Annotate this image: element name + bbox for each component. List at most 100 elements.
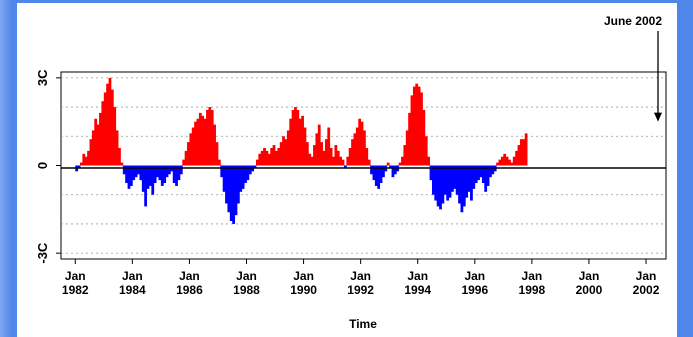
anomaly-bar bbox=[182, 159, 186, 166]
anomaly-bar bbox=[315, 133, 319, 166]
anomaly-bar bbox=[451, 165, 454, 192]
anomaly-bar bbox=[160, 165, 164, 186]
anomaly-bar bbox=[301, 115, 304, 166]
anomaly-bar bbox=[405, 130, 409, 166]
anomaly-bar bbox=[91, 130, 95, 166]
arrow-head-icon bbox=[654, 112, 663, 122]
anomaly-bar bbox=[272, 145, 276, 166]
anomaly-bar bbox=[355, 127, 359, 166]
x-tick-year: 1984 bbox=[119, 283, 146, 297]
anomaly-bar bbox=[441, 165, 445, 204]
anomaly-bar bbox=[322, 150, 326, 166]
anomaly-bar bbox=[196, 118, 200, 166]
anomaly-bar bbox=[379, 165, 383, 184]
anomaly-bar bbox=[179, 165, 183, 175]
anomaly-bar bbox=[144, 165, 148, 207]
anomaly-bar bbox=[260, 150, 264, 166]
enso-anomaly-chart: 3C0-3C Jan1982Jan1984Jan1986Jan1988Jan19… bbox=[35, 14, 667, 331]
annotation-label: June 2002 bbox=[604, 14, 662, 28]
anomaly-bar bbox=[168, 165, 171, 175]
anomaly-bar bbox=[289, 118, 293, 166]
anomaly-bar bbox=[263, 147, 266, 166]
anomaly-bar bbox=[210, 109, 214, 166]
anomaly-bar bbox=[334, 145, 338, 166]
anomaly-bar bbox=[246, 165, 250, 181]
anomaly-bar bbox=[222, 165, 226, 192]
anomaly-bar bbox=[229, 165, 233, 222]
anomaly-bar bbox=[448, 165, 452, 198]
anomaly-bar bbox=[341, 159, 345, 166]
anomaly-bar bbox=[118, 147, 121, 166]
anomaly-bar bbox=[510, 162, 514, 166]
anomaly-bar bbox=[386, 162, 390, 166]
anomaly-bar bbox=[505, 156, 509, 166]
anomaly-bar bbox=[203, 118, 207, 166]
x-axis-title: Time bbox=[349, 317, 377, 331]
anomaly-bar bbox=[125, 165, 128, 184]
anomaly-bar bbox=[77, 165, 81, 169]
anomaly-bar bbox=[134, 165, 138, 178]
anomaly-bar bbox=[153, 165, 157, 184]
anomaly-bar bbox=[439, 165, 442, 210]
anomaly-bar bbox=[353, 133, 357, 166]
anomaly-bar bbox=[213, 124, 216, 166]
anomaly-bar bbox=[474, 165, 478, 184]
anomaly-bar bbox=[122, 165, 126, 175]
y-tick-label: -3C bbox=[35, 242, 50, 264]
anomaly-bar bbox=[358, 118, 362, 166]
anomaly-bar bbox=[515, 150, 518, 166]
anomaly-bar bbox=[372, 165, 376, 181]
anomaly-bar bbox=[453, 165, 457, 189]
anomaly-bar bbox=[232, 165, 235, 224]
x-tick-month: Jan bbox=[236, 269, 257, 283]
x-tick-month: Jan bbox=[350, 269, 371, 283]
anomaly-bar bbox=[172, 165, 176, 184]
anomaly-bar bbox=[481, 165, 485, 184]
anomaly-bar bbox=[458, 165, 461, 204]
anomaly-bar bbox=[227, 165, 231, 213]
anomaly-bar bbox=[310, 156, 314, 166]
anomaly-bar bbox=[367, 159, 371, 166]
anomaly-bar bbox=[291, 109, 295, 166]
anomaly-bar bbox=[382, 165, 385, 178]
x-tick-year: 1994 bbox=[404, 283, 431, 297]
anomaly-bar bbox=[455, 165, 459, 195]
anomaly-bar bbox=[417, 86, 421, 166]
anomaly-bar bbox=[303, 127, 307, 166]
anomaly-bar bbox=[446, 165, 450, 201]
anomaly-bar bbox=[286, 130, 290, 166]
anomaly-bar bbox=[191, 127, 195, 166]
anomaly-bar bbox=[239, 165, 243, 192]
anomaly-bar bbox=[486, 165, 490, 186]
anomaly-bar bbox=[522, 139, 526, 166]
anomaly-bar bbox=[110, 89, 114, 166]
anomaly-bar bbox=[508, 159, 511, 166]
x-tick-year: 1992 bbox=[347, 283, 374, 297]
anomaly-bar bbox=[503, 153, 507, 166]
anomaly-bar bbox=[320, 142, 323, 166]
anomaly-bar bbox=[106, 83, 109, 166]
anomaly-bar bbox=[391, 165, 395, 178]
anomaly-bar bbox=[175, 165, 178, 186]
anomaly-bar bbox=[89, 139, 93, 166]
anomaly-bar bbox=[267, 153, 271, 166]
anomaly-bar bbox=[265, 150, 269, 166]
anomaly-bar bbox=[129, 165, 133, 186]
anomaly-bar bbox=[443, 165, 447, 195]
anomaly-bar bbox=[424, 136, 428, 166]
anomaly-bar bbox=[141, 165, 145, 192]
anomaly-bar bbox=[277, 147, 281, 166]
anomaly-bar bbox=[427, 156, 430, 166]
x-tick-month: Jan bbox=[522, 269, 543, 283]
anomaly-bar bbox=[332, 156, 335, 166]
anomaly-bar bbox=[519, 139, 523, 166]
x-tick-month: Jan bbox=[65, 269, 86, 283]
anomaly-bar bbox=[187, 142, 190, 166]
anomaly-bar bbox=[343, 165, 347, 169]
anomaly-bar bbox=[477, 165, 480, 181]
anomaly-bar bbox=[253, 165, 257, 169]
anomaly-bar bbox=[146, 165, 150, 189]
anomaly-bar bbox=[363, 130, 366, 166]
anomaly-bar bbox=[177, 165, 181, 181]
anomaly-bar bbox=[108, 77, 112, 166]
